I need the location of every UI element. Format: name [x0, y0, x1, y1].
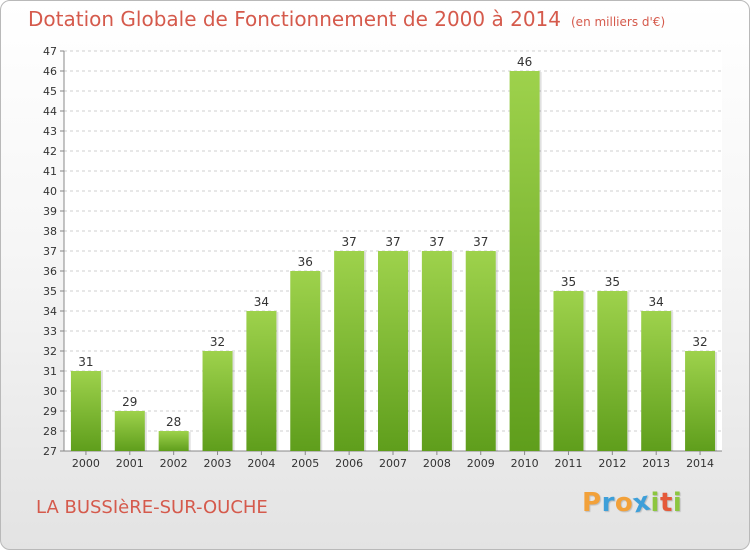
bar [509, 71, 540, 451]
bar [465, 251, 496, 451]
data-label: 31 [78, 355, 93, 369]
data-label: 37 [341, 235, 356, 249]
y-tick-label: 42 [43, 145, 57, 158]
proxiti-logo: Proxiti [582, 487, 683, 520]
y-tick-label: 44 [43, 105, 57, 118]
x-tick-label: 2007 [379, 457, 407, 470]
x-tick-label: 2011 [554, 457, 582, 470]
x-tick-label: 2010 [511, 457, 539, 470]
x-tick-label: 2004 [247, 457, 275, 470]
bar [597, 291, 628, 451]
y-tick-label: 30 [43, 385, 57, 398]
data-label: 35 [561, 275, 576, 289]
bar [334, 251, 365, 451]
logo-letter: o [614, 488, 634, 518]
x-tick-label: 2012 [598, 457, 626, 470]
chart-title-text: Dotation Globale de Fonctionnement de 20… [28, 7, 561, 31]
commune-name: LA BUSSIèRE-SUR-OUCHE [36, 497, 268, 518]
y-tick-label: 36 [43, 265, 57, 278]
bar [158, 431, 189, 451]
logo-letter: r [601, 488, 615, 518]
bar [553, 291, 584, 451]
bar [641, 311, 672, 451]
x-tick-label: 2008 [423, 457, 451, 470]
chart-unit: (en milliers d'€) [571, 15, 666, 29]
data-label: 32 [692, 335, 707, 349]
logo-letter: i [672, 488, 683, 518]
y-tick-label: 46 [43, 65, 57, 78]
bar [378, 251, 408, 451]
data-label: 37 [473, 235, 488, 249]
x-tick-label: 2000 [72, 457, 100, 470]
y-tick-label: 38 [43, 225, 57, 238]
y-tick-label: 31 [43, 365, 57, 378]
y-tick-label: 40 [43, 185, 57, 198]
logo-letter: i [650, 488, 660, 518]
y-tick-label: 27 [43, 445, 57, 458]
bar [685, 351, 716, 451]
bar [202, 351, 233, 451]
logo-letter: t [659, 488, 673, 518]
bar [114, 411, 145, 451]
data-label: 36 [298, 255, 313, 269]
bar [246, 311, 277, 451]
x-tick-label: 2002 [160, 457, 188, 470]
y-tick-label: 43 [43, 125, 57, 138]
x-tick-label: 2013 [642, 457, 670, 470]
data-label: 29 [122, 395, 137, 409]
y-tick-label: 47 [43, 45, 57, 58]
data-label: 34 [649, 295, 664, 309]
data-label: 35 [605, 275, 620, 289]
data-label: 28 [166, 415, 181, 429]
x-tick-label: 2003 [204, 457, 232, 470]
y-tick-label: 45 [43, 85, 57, 98]
y-tick-label: 41 [43, 165, 57, 178]
data-label: 34 [254, 295, 269, 309]
data-label: 37 [385, 235, 400, 249]
logo-letter: P [582, 488, 602, 518]
x-tick-label: 2006 [335, 457, 363, 470]
data-label: 32 [210, 335, 225, 349]
data-label: 46 [517, 55, 532, 69]
x-tick-label: 2001 [116, 457, 144, 470]
y-tick-label: 34 [43, 305, 57, 318]
y-tick-label: 28 [43, 425, 57, 438]
bar [70, 371, 101, 451]
x-tick-label: 2009 [467, 457, 495, 470]
y-tick-label: 32 [43, 345, 57, 358]
x-tick-label: 2005 [291, 457, 319, 470]
data-label: 37 [429, 235, 444, 249]
y-tick-label: 33 [43, 325, 57, 338]
y-tick-label: 35 [43, 285, 57, 298]
chart-title: Dotation Globale de Fonctionnement de 20… [28, 7, 665, 31]
bar [290, 271, 321, 451]
bar [421, 251, 452, 451]
x-tick-label: 2014 [686, 457, 714, 470]
y-tick-label: 29 [43, 405, 57, 418]
y-tick-label: 37 [43, 245, 57, 258]
y-tick-label: 39 [43, 205, 57, 218]
